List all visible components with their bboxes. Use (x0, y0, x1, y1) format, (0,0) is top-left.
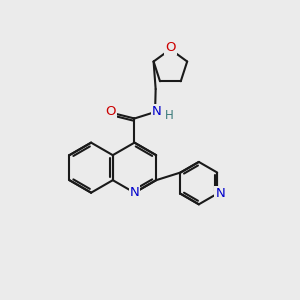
Text: O: O (165, 41, 175, 54)
Text: N: N (130, 186, 139, 199)
Text: H: H (165, 109, 174, 122)
Text: N: N (215, 187, 225, 200)
Text: O: O (105, 105, 116, 118)
Text: N: N (152, 105, 161, 118)
